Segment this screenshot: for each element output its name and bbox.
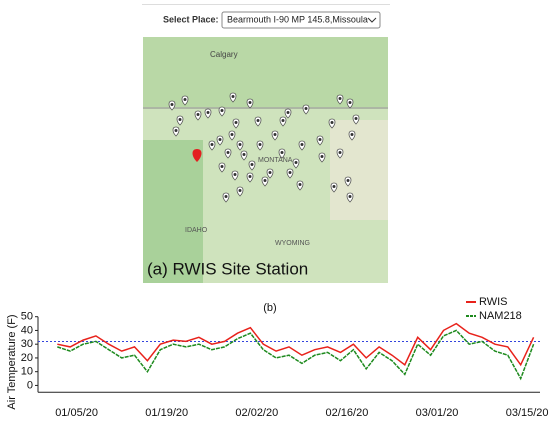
map-pin-dot	[273, 133, 277, 136]
y-tick-label: 50	[21, 311, 33, 323]
y-tick-label: 30	[21, 338, 33, 350]
divider	[142, 4, 390, 5]
map-pin-dot	[242, 153, 246, 156]
select-box[interactable]	[221, 11, 381, 29]
series-line	[57, 329, 535, 381]
map-region	[143, 140, 203, 283]
pins	[168, 92, 360, 203]
map-pin-dot	[220, 109, 224, 112]
map-label: WYOMING	[275, 240, 310, 247]
map-pin-dot	[268, 171, 272, 174]
y-tick-label: 40	[21, 324, 33, 336]
map-pin-dot	[281, 119, 285, 122]
map-pin-dot	[298, 183, 302, 186]
map-pin-dot	[230, 133, 234, 136]
y-tick-label: 0	[27, 379, 33, 391]
map-pin-dot	[280, 151, 284, 154]
map-pin-dot	[330, 121, 334, 124]
map-pin-dot	[178, 118, 182, 121]
y-axis-label: Air Temperature (F)	[6, 314, 18, 409]
map-label: MONTANA	[258, 157, 293, 164]
map-region	[143, 37, 388, 107]
map-pin-dot	[286, 111, 290, 114]
map-pin-dot	[218, 138, 222, 141]
x-tick-label: 02/16/20	[326, 407, 369, 419]
map-pin-dot	[174, 129, 178, 132]
map-pin-dot	[231, 95, 235, 98]
map-pin-dot	[206, 111, 210, 114]
map-pin-dot	[238, 143, 242, 146]
map-pin-dot	[220, 165, 224, 168]
map-pin-dot	[348, 101, 352, 104]
map-pin-dot	[263, 179, 267, 182]
map-pin-dot	[338, 151, 342, 154]
map-pin-dot	[332, 185, 336, 188]
map-pin-dot	[250, 163, 254, 166]
map-pin-dot	[233, 173, 237, 176]
series-line	[57, 322, 535, 367]
map-pin-selected	[192, 149, 202, 162]
y-tick-label: 10	[21, 366, 33, 378]
map-pin-dot	[338, 97, 342, 100]
select-arrow	[367, 17, 377, 23]
x-tick-label: 03/01/20	[416, 407, 459, 419]
map-pin-dot	[226, 151, 230, 154]
map-pin-dot	[256, 119, 260, 122]
x-tick-label: 02/02/20	[235, 407, 278, 419]
map-pin-dot	[318, 138, 322, 141]
map-pin-dot	[294, 161, 298, 164]
map-pin-dot	[183, 98, 187, 101]
map-pin-dot	[300, 143, 304, 146]
map-pin-dot	[234, 121, 238, 124]
map-pin-dot	[258, 143, 262, 146]
map-pin-dot	[348, 195, 352, 198]
legend-label: RWIS	[479, 296, 508, 308]
map-pin-dot	[196, 113, 200, 116]
x-tick-label: 03/15/20	[506, 407, 549, 419]
map-caption: (a) RWIS Site Station	[147, 259, 308, 278]
map-pin-dot	[238, 189, 242, 192]
x-tick-label: 01/19/20	[145, 407, 188, 419]
chart-caption: (b)	[263, 302, 276, 314]
map-pin-dot	[346, 179, 350, 182]
map-pin-dot	[210, 143, 214, 146]
map-pin-dot	[320, 155, 324, 158]
map-label: Calgary	[210, 50, 238, 59]
map-pin-dot	[224, 195, 228, 198]
map-pin-dot	[304, 107, 308, 110]
map-pin-dot	[354, 117, 358, 120]
select-label: Select Place:	[163, 14, 219, 24]
x-tick-label: 01/05/20	[55, 407, 98, 419]
map-label: IDAHO	[185, 227, 208, 234]
legend-label: NAM218	[479, 310, 522, 322]
map-pin-dot	[248, 101, 252, 104]
map-pin-dot	[288, 171, 292, 174]
map-pin-dot	[350, 133, 354, 136]
map-pin-dot	[170, 103, 174, 106]
y-tick-label: 20	[21, 352, 33, 364]
map-pin-dot	[248, 175, 252, 178]
map-region	[330, 120, 388, 220]
map	[143, 37, 388, 283]
select-value[interactable]: Bearmouth I-90 MP 145.8,Missoula	[227, 14, 368, 24]
